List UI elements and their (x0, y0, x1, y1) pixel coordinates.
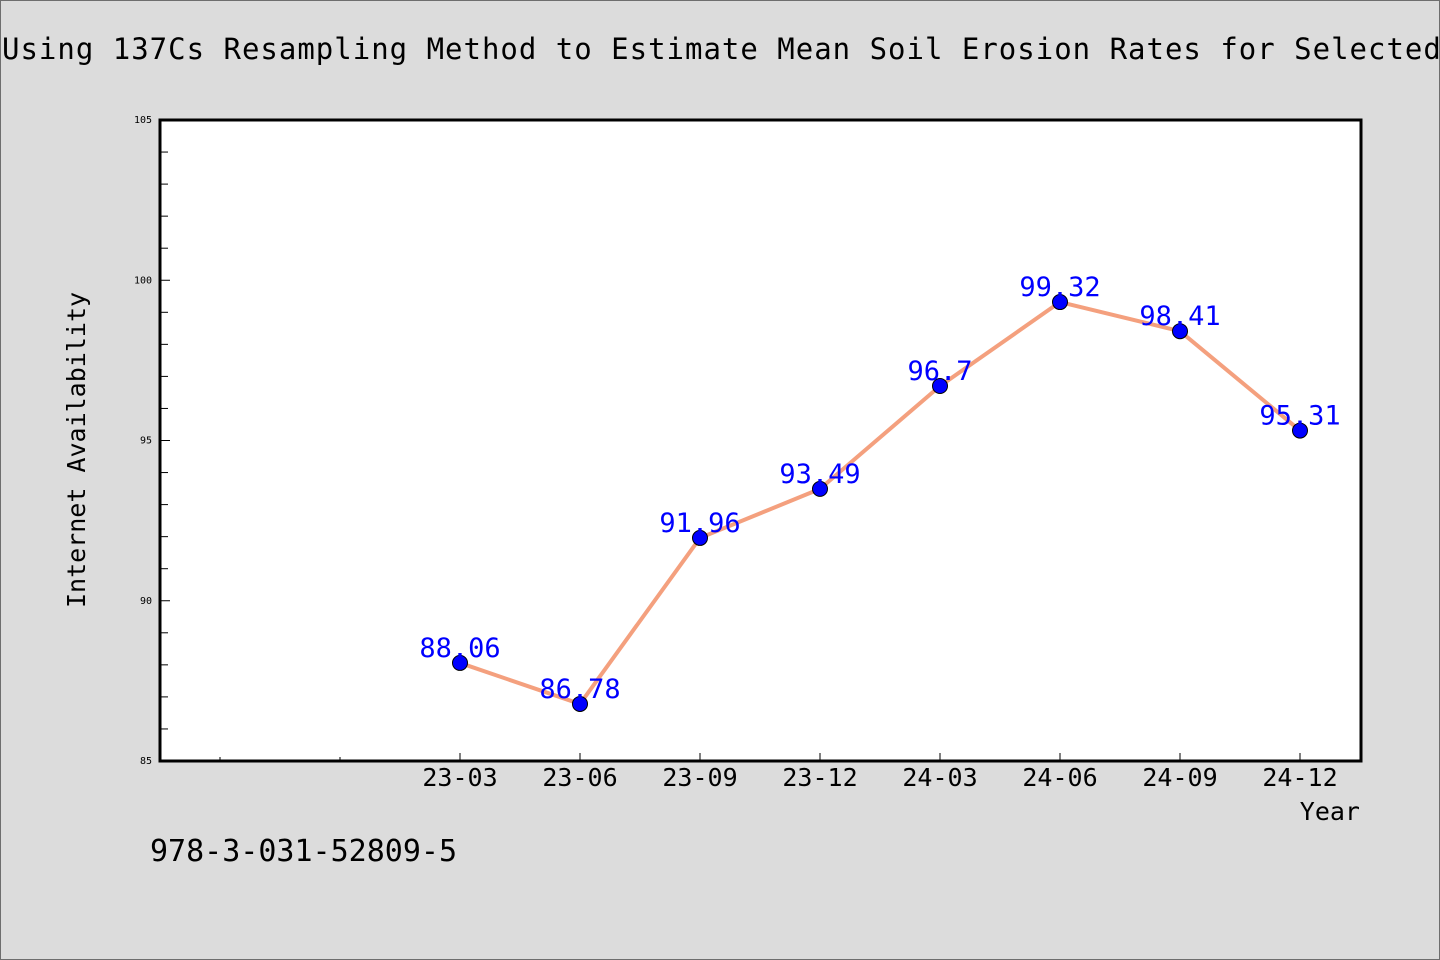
x-tick-label: 24-12 (1262, 763, 1337, 792)
y-tick-label: 95 (140, 436, 152, 447)
x-tick-label: 23-09 (662, 763, 737, 792)
data-label: 91.96 (659, 508, 740, 539)
y-tick-label: 100 (134, 275, 152, 286)
x-tick-label: 23-12 (782, 763, 857, 792)
data-point (812, 480, 828, 497)
data-label: 99.32 (1019, 272, 1100, 303)
data-label: 96.7 (907, 356, 972, 387)
data-point (572, 695, 588, 712)
y-tick-label: 85 (140, 756, 152, 767)
data-series: 88.06 86.78 91.96 93.49 96.7 99.32 98.41 95.31 (419, 272, 1341, 712)
data-point (1292, 422, 1308, 439)
series-line (458, 300, 1302, 706)
chart-title: Using 137Cs Resampling Method to Estimat… (2, 32, 1440, 66)
data-point (452, 654, 468, 671)
x-tick-label: 24-06 (1022, 763, 1097, 792)
data-label: 98.41 (1139, 301, 1220, 332)
footer-text: 978-3-031-52809-5 (150, 834, 458, 869)
data-point (932, 378, 948, 395)
x-tick-label: 24-03 (902, 763, 977, 792)
plot-area (158, 118, 1363, 763)
y-tick-label: 90 (140, 596, 152, 607)
x-axis-label: Year (1300, 797, 1360, 826)
x-tick-label: 24-09 (1142, 763, 1217, 792)
x-tick-label: 23-03 (422, 763, 497, 792)
data-label: 88.06 (419, 633, 500, 664)
data-label: 93.49 (779, 459, 860, 490)
x-axis: 23-03 23-06 23-09 23-12 24-03 24-06 24-09 24-12 (219, 753, 1338, 792)
data-point (692, 529, 708, 546)
data-point (1052, 294, 1068, 311)
data-point (1172, 323, 1188, 340)
y-axis-label: Internet Availability (62, 292, 91, 608)
y-axis: 85 90 95 100 105 (134, 115, 170, 767)
x-tick-label: 23-06 (542, 763, 617, 792)
data-label: 86.78 (539, 674, 620, 705)
data-label: 95.31 (1259, 401, 1340, 432)
y-tick-label: 105 (134, 115, 152, 126)
